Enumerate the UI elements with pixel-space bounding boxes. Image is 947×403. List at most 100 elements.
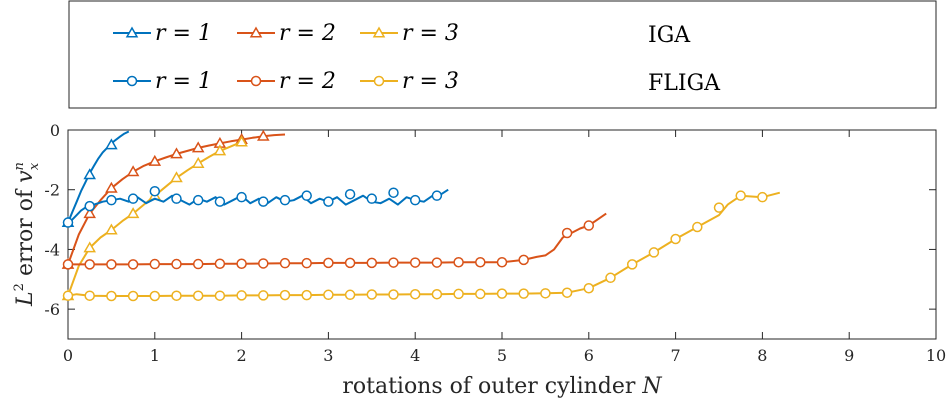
- data-point-fliga-r2: [84, 259, 95, 270]
- x-tick-label: 1: [150, 346, 160, 365]
- data-point-fliga-r2: [431, 257, 443, 268]
- legend-group-label-iga: IGA: [648, 23, 691, 48]
- data-point-fliga-r3: [106, 290, 117, 302]
- legend-marker-fliga-r2: [250, 75, 262, 87]
- data-point-fliga-r3: [409, 288, 421, 300]
- data-point-fliga-r3: [214, 290, 226, 301]
- data-point-fliga-r2: [214, 258, 226, 270]
- data-point-fliga-r2: [344, 257, 356, 269]
- series-fliga-r2: [62, 212, 607, 270]
- legend: r = 1 r = 2 r = 3 r = 1 r = 2 r = 3 IGA FLIGA: [68, 0, 937, 109]
- legend-marker-iga-r2: [249, 26, 263, 38]
- x-tick-label: 9: [844, 346, 854, 365]
- plot-area: 0 1 2 3 4 5 6 7 8 9 10 0 -2 -4 -6: [44, 121, 946, 365]
- data-point-fliga-r3: [84, 290, 95, 301]
- x-axis-label-text: rotations of outer cylinder: [342, 374, 642, 399]
- data-point-fliga-r2: [409, 257, 421, 268]
- x-tick-label: 7: [671, 346, 681, 365]
- data-point-iga-r2: [83, 207, 96, 219]
- data-point-fliga-r2: [258, 258, 269, 269]
- data-point-fliga-r2: [301, 257, 312, 269]
- x-tick-label: 5: [497, 346, 507, 365]
- data-point-fliga-r3: [453, 288, 464, 300]
- data-point-fliga-r2: [127, 259, 139, 270]
- data-point-fliga-r2: [561, 227, 573, 239]
- data-point-fliga-r3: [301, 289, 312, 301]
- data-point-fliga-r3: [475, 288, 486, 300]
- x-tick-label: 4: [410, 346, 420, 365]
- y-axis-label-variable-sup: n: [12, 162, 27, 170]
- x-axis-label: rotations of outer cylinder N: [342, 374, 662, 399]
- legend-label-fliga-r2: r = 2: [279, 69, 336, 94]
- x-tick-label: 10: [926, 346, 946, 365]
- data-point-fliga-r3: [561, 287, 573, 298]
- data-point-fliga-r1: [431, 190, 443, 201]
- x-axis-label-variable: N: [641, 374, 662, 399]
- y-axis-label-variable: v: [13, 170, 38, 183]
- data-point-fliga-r2: [192, 258, 204, 270]
- data-point-iga-r2: [126, 165, 140, 177]
- legend-marker-fliga-r1: [126, 75, 138, 87]
- legend-marker-iga-r3: [372, 26, 386, 38]
- data-point-fliga-r2: [388, 257, 399, 268]
- axes-box: [67, 129, 937, 340]
- data-point-fliga-r2: [279, 257, 291, 269]
- data-point-fliga-r3: [496, 288, 508, 299]
- data-point-fliga-r2: [62, 259, 74, 270]
- data-point-fliga-r3: [192, 290, 204, 301]
- data-point-fliga-r1: [127, 193, 139, 204]
- data-point-fliga-r1: [236, 191, 247, 203]
- data-point-iga-r2: [257, 129, 270, 141]
- data-point-fliga-r2: [453, 257, 464, 268]
- y-tick-label: -2: [44, 181, 60, 200]
- series-line-iga-r1: [67, 130, 130, 223]
- data-point-fliga-r3: [605, 272, 616, 284]
- data-point-iga-r3: [191, 156, 205, 168]
- data-point-fliga-r1: [388, 187, 399, 198]
- series-fliga-r3: [62, 190, 781, 302]
- legend-items: r = 1 r = 2 r = 3 r = 1 r = 2 r = 3: [113, 21, 459, 94]
- data-point-iga-r2: [170, 147, 183, 159]
- data-point-fliga-r3: [388, 289, 399, 300]
- data-point-fliga-r3: [323, 289, 334, 301]
- legend-group-label-fliga: FLIGA: [648, 71, 721, 96]
- data-point-fliga-r2: [171, 258, 182, 270]
- data-point-fliga-r1: [301, 190, 312, 201]
- y-axis-label-L: L: [13, 291, 38, 307]
- x-tick-label: 0: [63, 346, 73, 365]
- data-point-fliga-r2: [366, 257, 378, 269]
- data-point-fliga-r1: [366, 193, 378, 204]
- data-point-fliga-r3: [258, 290, 269, 301]
- y-axis-ticks: 0 -2 -4 -6: [44, 121, 936, 319]
- data-point-fliga-r1: [192, 194, 204, 206]
- data-point-iga-r1: [105, 138, 118, 150]
- data-point-iga-r1: [83, 168, 96, 180]
- data-point-fliga-r3: [344, 289, 356, 301]
- data-point-fliga-r1: [106, 194, 117, 206]
- data-point-iga-r3: [235, 135, 248, 147]
- data-point-fliga-r2: [475, 257, 486, 268]
- data-point-iga-r2: [148, 154, 162, 166]
- data-point-iga-r2: [191, 141, 205, 153]
- data-point-fliga-r3: [540, 288, 551, 299]
- data-point-fliga-r3: [518, 288, 529, 299]
- data-point-fliga-r3: [626, 259, 638, 270]
- data-point-fliga-r3: [171, 290, 182, 301]
- y-axis-label-superscript: 2: [12, 283, 27, 291]
- legend-marker-fliga-r3: [373, 75, 385, 87]
- x-tick-label: 2: [237, 346, 247, 365]
- data-point-fliga-r1: [258, 196, 269, 207]
- x-axis-ticks: 0 1 2 3 4 5 6 7 8 9 10: [63, 130, 946, 365]
- y-axis-label-variable-sub: x: [27, 162, 42, 170]
- data-point-iga-r3: [105, 223, 118, 235]
- data-point-fliga-r3: [670, 233, 681, 245]
- data-point-fliga-r3: [735, 190, 746, 201]
- legend-label-iga-r2: r = 2: [279, 21, 336, 46]
- data-point-iga-r3: [126, 207, 140, 219]
- data-point-fliga-r3: [692, 221, 703, 233]
- data-point-fliga-r3: [127, 290, 139, 302]
- data-point-fliga-r1: [409, 194, 421, 206]
- data-point-iga-r2: [105, 181, 118, 193]
- x-tick-label: 6: [584, 346, 594, 365]
